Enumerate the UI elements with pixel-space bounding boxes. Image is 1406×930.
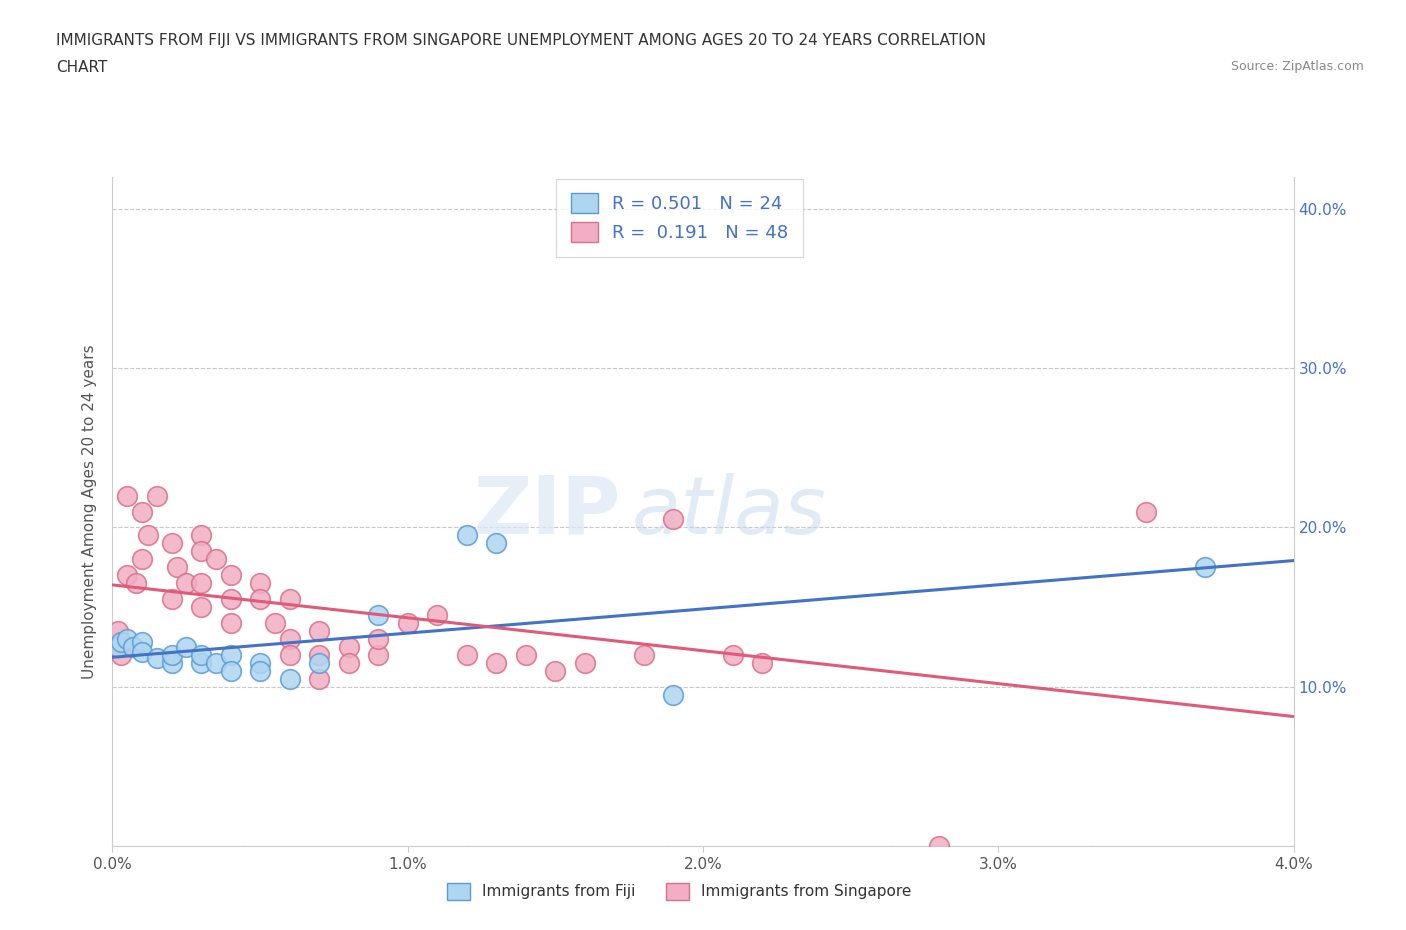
Point	[122, 640, 145, 655]
Point	[308, 656, 330, 671]
Point	[125, 576, 148, 591]
Point	[131, 551, 153, 566]
Point	[367, 631, 389, 646]
Point	[110, 647, 132, 662]
Point	[205, 551, 228, 566]
Point	[107, 624, 129, 639]
Point	[146, 651, 169, 666]
Point	[190, 528, 212, 543]
Point	[174, 576, 197, 591]
Point	[426, 607, 449, 622]
Point	[485, 536, 508, 551]
Point	[367, 647, 389, 662]
Point	[131, 635, 153, 650]
Point	[721, 647, 744, 662]
Point	[219, 568, 242, 583]
Point	[131, 644, 153, 659]
Point	[574, 656, 596, 671]
Point	[515, 647, 537, 662]
Point	[205, 656, 228, 671]
Point	[104, 640, 127, 655]
Point	[117, 488, 138, 503]
Point	[160, 591, 183, 606]
Point	[110, 635, 132, 650]
Text: Source: ZipAtlas.com: Source: ZipAtlas.com	[1230, 60, 1364, 73]
Point	[278, 671, 301, 686]
Point	[308, 647, 330, 662]
Point	[662, 687, 685, 702]
Point	[219, 616, 242, 631]
Point	[456, 647, 478, 662]
Point	[249, 656, 271, 671]
Point	[264, 616, 287, 631]
Point	[456, 528, 478, 543]
Point	[633, 647, 655, 662]
Point	[117, 568, 138, 583]
Text: IMMIGRANTS FROM FIJI VS IMMIGRANTS FROM SINGAPORE UNEMPLOYMENT AMONG AGES 20 TO : IMMIGRANTS FROM FIJI VS IMMIGRANTS FROM …	[56, 33, 986, 47]
Point	[278, 591, 301, 606]
Point	[219, 663, 242, 678]
Point	[485, 656, 508, 671]
Point	[337, 656, 360, 671]
Point	[160, 656, 183, 671]
Point	[544, 663, 567, 678]
Text: atlas: atlas	[633, 472, 827, 551]
Point	[308, 671, 330, 686]
Point	[190, 647, 212, 662]
Point	[249, 576, 271, 591]
Point	[146, 488, 169, 503]
Point	[117, 631, 138, 646]
Point	[219, 647, 242, 662]
Point	[190, 576, 212, 591]
Point	[337, 640, 360, 655]
Text: ZIP: ZIP	[472, 472, 620, 551]
Point	[662, 512, 685, 527]
Point	[190, 600, 212, 615]
Point	[107, 640, 129, 655]
Point	[308, 624, 330, 639]
Point	[1135, 504, 1157, 519]
Point	[1194, 560, 1216, 575]
Text: CHART: CHART	[56, 60, 108, 75]
Legend: Immigrants from Fiji, Immigrants from Singapore: Immigrants from Fiji, Immigrants from Si…	[441, 877, 918, 906]
Point	[166, 560, 188, 575]
Point	[367, 607, 389, 622]
Point	[278, 631, 301, 646]
Point	[131, 504, 153, 519]
Point	[249, 591, 271, 606]
Point	[160, 536, 183, 551]
Point	[278, 647, 301, 662]
Point	[249, 663, 271, 678]
Point	[219, 591, 242, 606]
Point	[928, 839, 950, 854]
Y-axis label: Unemployment Among Ages 20 to 24 years: Unemployment Among Ages 20 to 24 years	[82, 344, 97, 679]
Point	[174, 640, 197, 655]
Point	[160, 647, 183, 662]
Point	[190, 656, 212, 671]
Point	[396, 616, 419, 631]
Point	[136, 528, 159, 543]
Point	[190, 544, 212, 559]
Point	[751, 656, 773, 671]
